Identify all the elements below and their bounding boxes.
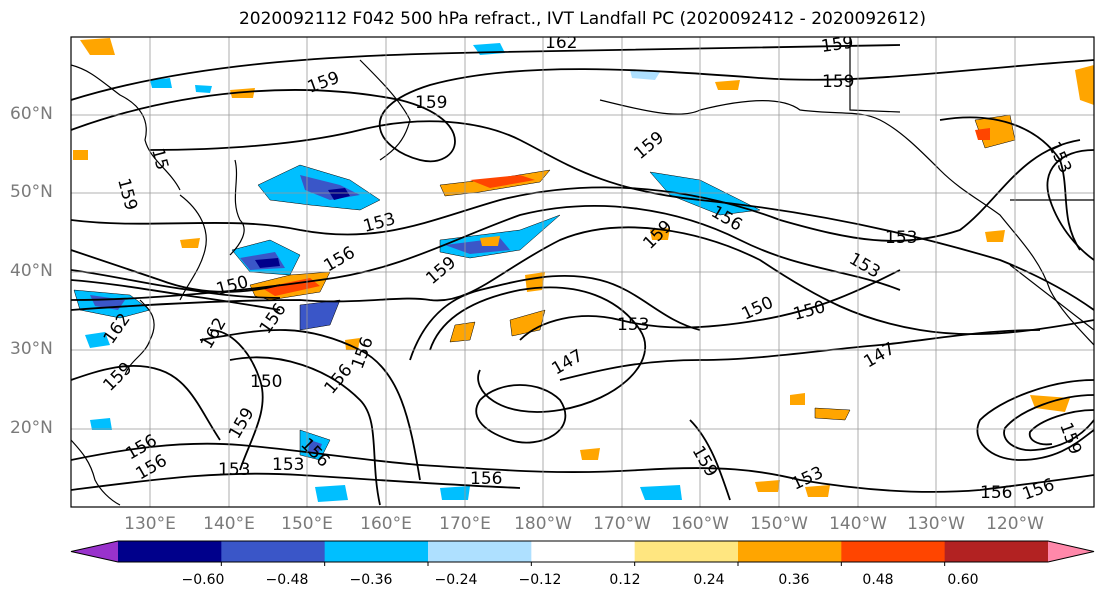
contour-label: 153 <box>885 228 917 248</box>
lat-label: 20°N <box>10 418 53 438</box>
shaded-regions <box>73 38 1094 502</box>
contour-label: 150 <box>250 372 282 392</box>
contour-label: 153 <box>617 315 649 335</box>
contour-label: 153 <box>272 455 304 475</box>
lon-label: 140°W <box>829 514 887 534</box>
colorbar-tick: −0.60 <box>181 572 225 588</box>
lon-label: 140°E <box>203 514 255 534</box>
colorbar-tick: 0.24 <box>693 572 725 588</box>
lon-label: 120°W <box>986 514 1044 534</box>
lon-label: 160°E <box>360 514 412 534</box>
lat-label: 50°N <box>10 182 53 202</box>
contour-label: 153 <box>218 460 250 480</box>
contour-label: 156 <box>470 469 502 489</box>
contour-label: 159 <box>822 72 854 92</box>
colorbar-tick: 0.36 <box>778 572 810 588</box>
lon-label: 130°E <box>124 514 176 534</box>
contour-lines <box>71 44 1094 506</box>
contour-label: 162 <box>545 33 577 53</box>
lat-label: 40°N <box>10 261 53 281</box>
colorbar-tick: 0.12 <box>609 572 641 588</box>
lat-label: 30°N <box>10 339 53 359</box>
lon-label: 170°E <box>439 514 491 534</box>
lon-label: 180°W <box>514 514 572 534</box>
contour-label: 156 <box>980 483 1012 503</box>
contour-label: 159 <box>415 93 447 113</box>
gridlines <box>71 37 1094 507</box>
colorbar-tick: −0.48 <box>265 572 309 588</box>
contour-label: 159 <box>820 33 855 57</box>
colorbar-tick: −0.36 <box>349 572 393 588</box>
lon-label: 150°E <box>281 514 333 534</box>
lon-label: 160°W <box>671 514 729 534</box>
colorbar-tick: 0.60 <box>947 572 979 588</box>
lon-label: 150°W <box>750 514 808 534</box>
colorbar-tick: −0.24 <box>434 572 478 588</box>
colorbar-tick: −0.12 <box>518 572 562 588</box>
lat-label: 60°N <box>10 104 53 124</box>
lon-label: 170°W <box>593 514 651 534</box>
colorbar-tick: 0.48 <box>862 572 894 588</box>
lon-label: 130°W <box>907 514 965 534</box>
map-title: 2020092112 F042 500 hPa refract., IVT La… <box>238 9 926 29</box>
map-frame <box>70 36 1095 508</box>
